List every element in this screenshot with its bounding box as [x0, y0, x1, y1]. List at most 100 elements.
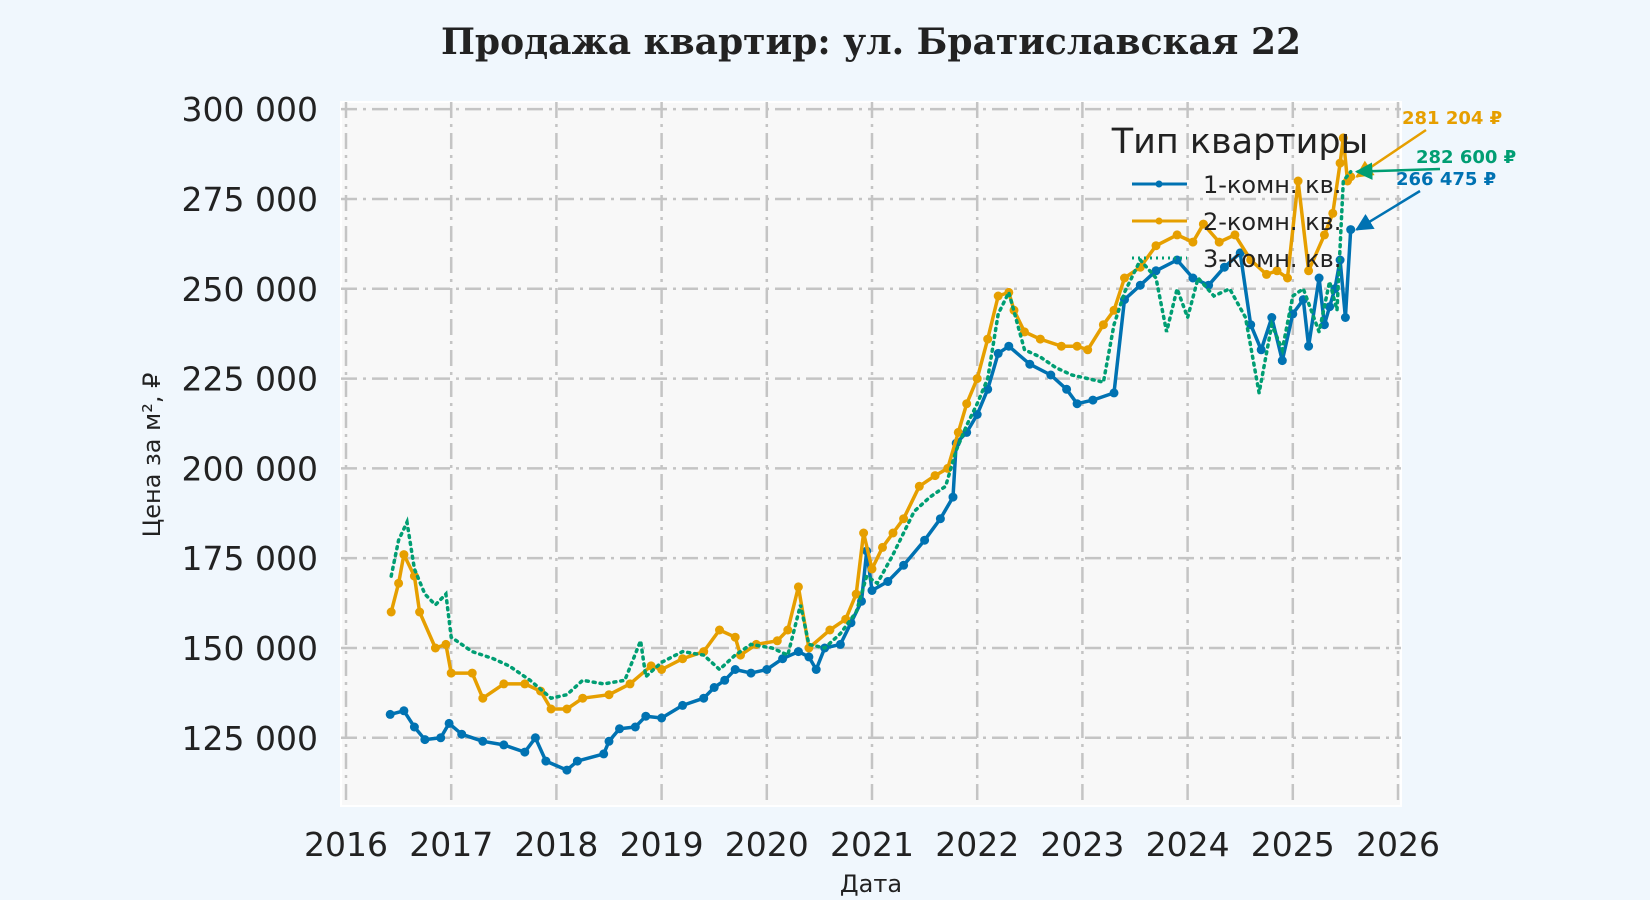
- data-point: [562, 704, 572, 714]
- data-point: [1272, 266, 1282, 276]
- y-tick-label: 300 000: [182, 90, 318, 129]
- data-point: [1135, 280, 1145, 290]
- data-point: [715, 625, 724, 635]
- data-point: [1046, 370, 1056, 380]
- series-line: [389, 229, 1353, 772]
- data-point: [1293, 176, 1303, 186]
- data-point: [1004, 341, 1014, 351]
- data-point: [641, 711, 651, 721]
- data-point: [1235, 248, 1245, 258]
- series-3: [389, 169, 1353, 701]
- data-point: [948, 492, 958, 502]
- data-point: [599, 749, 609, 759]
- data-point: [562, 765, 572, 775]
- annotation-arrow: [1354, 162, 1441, 180]
- data-point: [1062, 384, 1072, 394]
- legend-entry-1: 1-комн. кв.: [1132, 171, 1341, 199]
- data-point: [1151, 266, 1161, 276]
- y-tick-label: 275 000: [182, 180, 318, 219]
- x-tick-label: 2024: [1146, 825, 1230, 864]
- data-point: [1020, 327, 1029, 337]
- data-point: [1198, 219, 1208, 229]
- legend-entry-3: 3-комн. кв.: [1132, 245, 1341, 273]
- data-point: [878, 542, 887, 552]
- data-point: [457, 729, 467, 739]
- data-point: [983, 384, 993, 394]
- x-tick-label: 2019: [620, 825, 704, 864]
- data-point: [1314, 273, 1324, 283]
- data-point: [1072, 399, 1082, 409]
- annotations: 281 204 ₽ 282 600 ₽266 475 ₽: [1354, 108, 1516, 231]
- data-point: [1262, 269, 1271, 279]
- data-point: [615, 724, 624, 734]
- data-point: [1338, 133, 1348, 143]
- data-point: [962, 399, 972, 409]
- data-point: [1083, 345, 1093, 355]
- data-point: [746, 668, 756, 678]
- data-point: [772, 636, 782, 646]
- x-tick-label: 2017: [409, 825, 493, 864]
- x-tick-label: 2022: [935, 825, 1019, 864]
- data-point: [436, 733, 446, 743]
- data-point: [678, 700, 688, 710]
- legend-label-1: 1-комн. кв.: [1203, 171, 1341, 199]
- series-layer: [385, 133, 1356, 775]
- data-point: [467, 668, 477, 678]
- data-point: [793, 582, 803, 592]
- data-point: [1319, 230, 1329, 240]
- data-point: [420, 735, 430, 745]
- y-tick-label: 250 000: [182, 270, 318, 309]
- data-point: [1188, 237, 1198, 247]
- data-point: [1319, 320, 1329, 330]
- y-tick-label: 125 000: [182, 719, 318, 758]
- data-point: [811, 665, 821, 674]
- data-point: [867, 564, 877, 574]
- annotation-label: 282 600 ₽: [1416, 147, 1516, 168]
- grid: [341, 102, 1401, 806]
- x-tick-label: 2020: [725, 825, 809, 864]
- legend-label-2: 2-комн. кв.: [1203, 208, 1341, 236]
- data-point: [835, 639, 845, 649]
- data-point: [720, 675, 730, 685]
- x-tick-label: 2023: [1040, 825, 1124, 864]
- data-point: [935, 514, 945, 524]
- data-point: [972, 374, 982, 384]
- data-point: [1256, 345, 1266, 355]
- data-point: [859, 528, 869, 538]
- data-point: [430, 643, 440, 653]
- data-point: [1325, 302, 1335, 312]
- annotation-arrow: [1355, 189, 1421, 231]
- data-point: [1340, 313, 1350, 322]
- data-point: [1328, 208, 1338, 218]
- data-point: [1335, 158, 1345, 168]
- data-point: [804, 652, 814, 662]
- data-point: [520, 679, 530, 689]
- data-point: [1219, 262, 1229, 272]
- data-point: [1204, 280, 1214, 290]
- data-point: [730, 665, 740, 674]
- data-point: [1304, 341, 1314, 351]
- data-point: [1056, 341, 1066, 351]
- data-point: [993, 291, 1003, 301]
- data-point: [825, 625, 835, 635]
- legend: Тип квартиры 1-комн. кв. 2-комн. кв. 3-к…: [1111, 122, 1369, 273]
- data-point: [578, 693, 588, 703]
- x-tick-label: 2016: [304, 825, 388, 864]
- data-point: [1151, 241, 1161, 251]
- data-point: [1098, 320, 1108, 330]
- data-point: [1214, 237, 1224, 247]
- x-axis-label: Дата: [840, 870, 902, 898]
- data-point: [446, 668, 456, 678]
- data-point: [415, 607, 425, 617]
- x-tick-label: 2025: [1251, 825, 1335, 864]
- y-axis-label: Цена за м², ₽: [138, 373, 166, 538]
- data-point: [1109, 305, 1119, 315]
- x-tick-label: 2018: [514, 825, 598, 864]
- chart-title: Продажа квартир: ул. Братиславская 22: [441, 21, 1301, 63]
- data-point: [972, 410, 982, 419]
- y-tick-labels: 125 000 150 000 175 000 200 000 225 000 250 0…: [182, 90, 318, 758]
- data-point: [1277, 356, 1287, 366]
- data-point: [883, 577, 893, 586]
- data-point: [899, 560, 909, 570]
